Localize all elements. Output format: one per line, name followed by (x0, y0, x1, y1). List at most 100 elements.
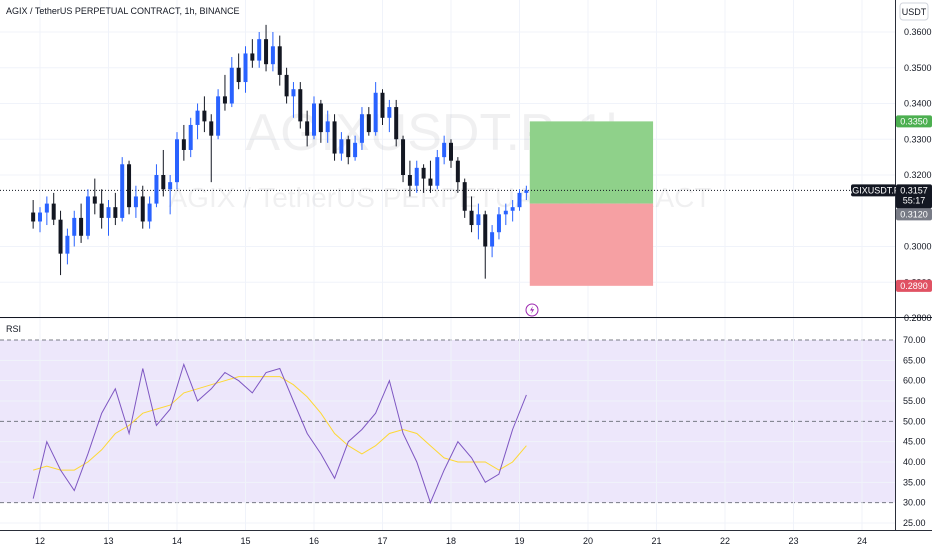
rsi-tick-label: 60.00 (903, 376, 926, 386)
candle (106, 200, 111, 236)
time-tick-label: 19 (514, 536, 524, 546)
price-tick-label: 0.3600 (904, 27, 932, 37)
candle (264, 24, 269, 72)
candle (195, 103, 200, 140)
candle (58, 210, 63, 276)
candle (99, 189, 104, 229)
candle (407, 160, 412, 197)
rsi-tick-label: 30.00 (903, 498, 926, 508)
time-tick-label: 22 (720, 536, 730, 546)
entry-price-value: 0.3120 (900, 209, 928, 219)
candle (353, 135, 358, 161)
candle (524, 185, 529, 201)
target-price-value: 0.3350 (900, 116, 928, 126)
candle (270, 32, 275, 72)
time-tick-label: 16 (309, 536, 319, 546)
rsi-tick-label: 65.00 (903, 355, 926, 365)
chart-title: AGIX / TetherUS PERPETUAL CONTRACT, 1h, … (6, 6, 240, 16)
candle (346, 135, 351, 165)
time-scale[interactable]: 12 13 14 15 16 17 18 19 20 21 22 23 24 (35, 536, 867, 546)
time-tick-label: 18 (446, 536, 456, 546)
candle (312, 96, 316, 140)
long-position-loss-zone[interactable] (529, 203, 654, 286)
rsi-moving-average-line (33, 376, 527, 471)
time-tick-label: 20 (583, 536, 593, 546)
time-tick-label: 15 (240, 536, 250, 546)
price-tick-label: 0.2800 (904, 313, 932, 323)
candle (229, 57, 234, 108)
stop-price-value: 0.2890 (900, 281, 928, 291)
target-price-label: 0.3350 (896, 115, 932, 128)
candle (175, 132, 179, 190)
rsi-tick-label: 25.00 (903, 518, 926, 528)
candle (442, 135, 447, 165)
price-tick-label: 0.3300 (904, 134, 932, 144)
candle (181, 124, 186, 161)
current-price-value: 0.3157 (900, 185, 928, 195)
candle (277, 35, 282, 86)
rsi-tick-label: 55.00 (903, 396, 926, 406)
candle (476, 203, 481, 240)
price-scale[interactable]: 0.36000.35000.34000.33000.32000.30000.29… (904, 27, 932, 323)
candle (92, 178, 97, 215)
rsi-tick-label: 45.00 (903, 437, 926, 447)
rsi-pane-label: RSI (6, 324, 21, 334)
candle (216, 89, 221, 140)
entry-price-label: 0.3120 (896, 208, 932, 221)
candle (140, 185, 145, 229)
candle (394, 99, 399, 147)
candle (44, 196, 49, 226)
candle (414, 160, 419, 193)
candle (401, 135, 406, 183)
candle (133, 185, 138, 218)
candle (120, 157, 125, 222)
candle (257, 32, 262, 68)
currency-button[interactable]: USDT (899, 2, 929, 21)
price-tick-label: 0.3500 (904, 63, 932, 73)
candle (250, 39, 255, 68)
candle (243, 46, 248, 93)
candle (79, 203, 84, 243)
candle (380, 89, 385, 125)
candle (154, 164, 159, 208)
candle (325, 110, 330, 143)
price-tick-label: 0.3200 (904, 170, 932, 180)
candle (72, 210, 77, 247)
candle (161, 149, 166, 197)
candle (31, 200, 36, 229)
candle (332, 114, 337, 161)
rsi-line (32, 362, 527, 505)
lightning-icon[interactable] (525, 303, 539, 317)
candle (510, 200, 515, 222)
time-tick-label: 17 (377, 536, 387, 546)
rsi-tick-label: 50.00 (903, 416, 926, 426)
current-symbol-label: AGIXUSDT.P (846, 185, 900, 195)
time-tick-label: 12 (35, 536, 45, 546)
candle (305, 110, 310, 147)
time-tick-label: 14 (172, 536, 182, 546)
candle (168, 175, 173, 215)
candle (366, 107, 371, 136)
candle (339, 132, 344, 161)
long-position-profit-zone[interactable] (529, 121, 654, 204)
candle (202, 96, 207, 133)
candle (359, 107, 364, 150)
candle (65, 228, 70, 265)
candle (127, 160, 132, 215)
candle (284, 67, 289, 104)
candle (38, 207, 42, 233)
candle (291, 82, 296, 118)
price-tick-label: 0.3400 (904, 99, 932, 109)
candle (455, 157, 460, 193)
candle (483, 210, 488, 279)
time-tick-label: 24 (857, 536, 867, 546)
candle (51, 192, 56, 226)
candlestick-series (31, 24, 529, 279)
rsi-tick-label: 35.00 (903, 477, 926, 487)
rsi-scale[interactable]: 70.00 65.00 60.00 55.00 50.00 45.00 40.00 35.00… (903, 335, 926, 528)
stop-price-label: 0.2890 (896, 279, 932, 292)
time-tick-label: 23 (788, 536, 798, 546)
candle (222, 74, 227, 111)
candle (462, 178, 467, 218)
